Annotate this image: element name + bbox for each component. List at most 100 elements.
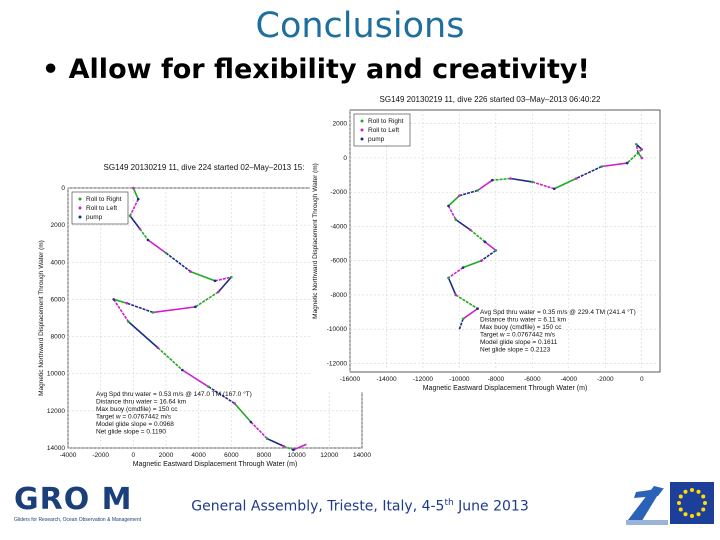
eu-star (701, 507, 706, 512)
track-point (127, 320, 130, 324)
track-point (213, 279, 217, 283)
eu-star (690, 514, 694, 518)
y-tick-label: 4000 (51, 259, 66, 266)
track-point (112, 298, 116, 301)
track-point (600, 165, 603, 168)
y-tick-label: -12000 (327, 360, 348, 367)
track-point (454, 293, 458, 297)
y-tick-label: -8000 (330, 292, 347, 299)
track-segment (233, 402, 252, 423)
legend-marker (78, 215, 82, 219)
eu-flag-logo (670, 482, 714, 524)
track-point (494, 249, 498, 252)
track-segment (214, 276, 232, 282)
x-tick-label: 4000 (191, 452, 206, 459)
y-tick-label: 0 (61, 185, 65, 192)
stats-line: Max buoy (cmdfile) = 150 cc (96, 406, 178, 413)
eu-star (690, 488, 694, 492)
eu-star (683, 489, 688, 494)
stats-line: Model glide slope = 0.0968 (96, 421, 174, 428)
track-segment (194, 291, 219, 308)
track-point (207, 385, 210, 389)
track-point (233, 402, 236, 405)
y-tick-label: 6000 (51, 296, 66, 303)
track-point (625, 161, 629, 165)
x-tick-label: -6000 (524, 376, 541, 383)
eu-star (703, 501, 707, 505)
track-point (265, 437, 269, 441)
footer-text: General Assembly, Trieste, Italy, 4-5th … (0, 498, 720, 515)
eu-star (696, 489, 701, 494)
track-segment (575, 165, 602, 180)
track-segment (448, 266, 464, 279)
y-tick-label: -10000 (327, 326, 348, 333)
chart-title: SG149 20130219 11, dive 224 started 02–M… (104, 163, 305, 172)
stats-line: Target w = 0.0767442 m/s (480, 332, 556, 339)
track-point (574, 177, 578, 180)
x-tick-label: 2000 (159, 452, 174, 459)
track-segment (129, 198, 139, 217)
chart-group: SG149 20130219 11, dive 226 started 03–M… (312, 95, 661, 392)
y-tick-label: -6000 (330, 258, 347, 265)
track-point (479, 259, 483, 262)
track-point (230, 275, 233, 279)
track-point (282, 444, 285, 448)
x-tick-label: 10000 (288, 452, 306, 459)
legend-entry: Roll to Left (368, 127, 399, 134)
track-segment (266, 437, 284, 447)
track-point (132, 186, 135, 190)
track-segment (477, 179, 493, 192)
x-tick-label: -2000 (92, 452, 109, 459)
y-tick-label: 8000 (51, 334, 66, 341)
legend-entry: Roll to Left (86, 205, 117, 212)
eu-star (701, 494, 706, 499)
fp7-logo (624, 480, 670, 528)
track-segment (250, 421, 268, 440)
stats-line: Distance thru water = 6.11 km (480, 317, 566, 324)
track-point (640, 156, 644, 160)
x-tick-label: -10000 (449, 376, 470, 383)
x-tick-label: 14000 (353, 452, 371, 459)
y-tick-label: 2000 (333, 121, 348, 128)
stats-line: Net glide slope = 0.1190 (96, 429, 166, 436)
track-segment (152, 306, 196, 314)
legend-entry: pump (86, 214, 103, 221)
stats-line: Target w = 0.0767442 m/s (96, 414, 172, 421)
track-point (146, 238, 150, 242)
chart-group: SG149 20130219 11, dive 224 started 02–M… (38, 163, 371, 468)
track-segment (132, 187, 139, 200)
eu-star (677, 501, 681, 505)
groom-logo-text: GRO M (14, 482, 133, 517)
track-segment (458, 318, 464, 330)
x-tick-label: 6000 (224, 452, 239, 459)
legend-entry: Roll to Right (86, 196, 122, 203)
groom-logo: GRO M Gliders for Research, Ocean Observ… (14, 482, 164, 530)
track-segment (469, 229, 486, 243)
track-segment (462, 259, 482, 269)
track-point (292, 448, 295, 452)
y-tick-label: -2000 (330, 189, 347, 196)
stats-line: Max buoy (cmdfile) = 150 cc (480, 324, 562, 331)
eu-star (678, 507, 683, 512)
legend-marker (360, 128, 364, 132)
stats-line: Avg Spd thru water = 0.53 m/s @ 147.0 TM… (96, 390, 252, 398)
x-tick-label: 0 (132, 452, 136, 459)
eu-star (696, 512, 701, 517)
track-segment (601, 162, 628, 168)
track-segment (455, 294, 479, 310)
x-tick-label: -14000 (376, 376, 397, 383)
track-point (128, 214, 132, 218)
track-point (531, 180, 534, 184)
track-point (483, 240, 487, 244)
track-segment (553, 177, 577, 190)
track-point (216, 290, 220, 294)
track-segment (447, 205, 457, 220)
track-segment (208, 386, 236, 405)
x-tick-label: -2000 (597, 376, 614, 383)
track-point (125, 301, 129, 305)
stats-line: Net glide slope = 0.2123 (480, 347, 551, 354)
stats-line: Model glide slope = 0.1611 (480, 339, 558, 346)
track-segment (181, 369, 209, 388)
plot-area (349, 109, 661, 373)
eu-star (678, 494, 683, 499)
